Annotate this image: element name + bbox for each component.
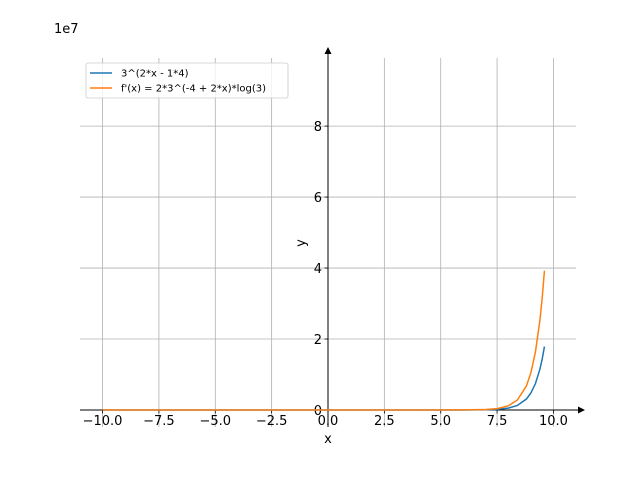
x-tick-label: −2.5 bbox=[256, 414, 288, 429]
x-axis-arrow bbox=[578, 406, 585, 414]
y-axis-label: y bbox=[294, 239, 309, 247]
x-tick-label: 7.5 bbox=[487, 414, 508, 429]
x-axis-label: x bbox=[324, 432, 332, 447]
x-tick-label: 10.0 bbox=[539, 414, 568, 429]
x-tick-label: 5.0 bbox=[430, 414, 451, 429]
legend-label: 3^(2*x - 1*4) bbox=[121, 69, 189, 80]
legend-label: f'(x) = 2*3^(-4 + 2*x)*log(3) bbox=[121, 84, 266, 95]
x-tick-label: 2.5 bbox=[374, 414, 395, 429]
y-tick-label: 0 bbox=[314, 404, 322, 419]
line bbox=[102, 270, 546, 411]
line bbox=[102, 346, 546, 411]
y-tick-label: 2 bbox=[314, 333, 322, 348]
y-tick-label: 6 bbox=[314, 191, 322, 206]
offset-label: 1e7 bbox=[54, 22, 79, 37]
x-tick-label: −7.5 bbox=[143, 414, 175, 429]
x-tick-label: −5.0 bbox=[199, 414, 231, 429]
x-tick-label: −10.0 bbox=[83, 414, 123, 429]
y-tick-label: 8 bbox=[314, 120, 322, 135]
y-tick-label: 4 bbox=[314, 262, 322, 277]
legend-frame bbox=[85, 62, 289, 99]
y-axis-arrow bbox=[324, 47, 332, 54]
legend: 3^(2*x - 1*4) f'(x) = 2*3^(-4 + 2*x)*log(… bbox=[85, 62, 289, 99]
